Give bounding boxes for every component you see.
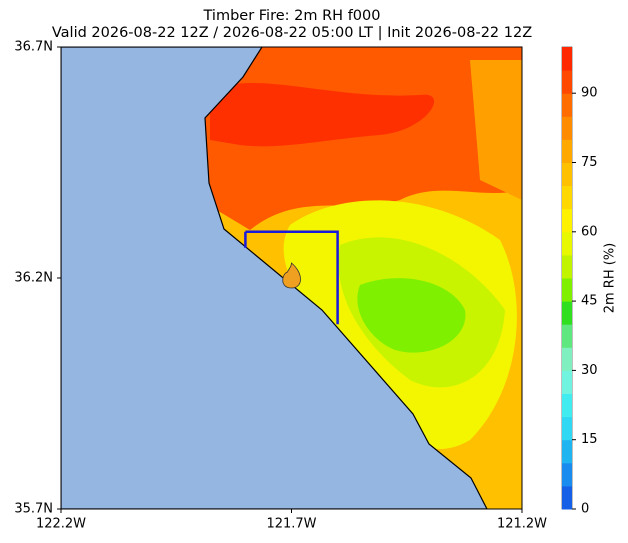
y-tick-label: 36.2N: [14, 271, 53, 286]
colorbar-band: [562, 47, 572, 71]
colorbar-band: [562, 116, 572, 140]
colorbar-tick-label: 45: [581, 294, 598, 309]
colorbar-tick-label: 90: [581, 86, 598, 101]
colorbar-band: [562, 139, 572, 163]
colorbar-band: [562, 185, 572, 210]
colorbar-band: [562, 462, 572, 487]
colorbar-band: [562, 301, 572, 325]
chart-title: Timber Fire: 2m RH f000: [203, 8, 381, 24]
colorbar-band: [562, 254, 572, 279]
colorbar-tick-label: 75: [581, 155, 598, 170]
very-dry-zone: [357, 278, 466, 353]
colorbar-band: [562, 231, 572, 256]
colorbar-band: [562, 93, 572, 117]
colorbar-band: [562, 324, 572, 348]
colorbar-band: [562, 347, 572, 371]
colorbar-tick-label: 60: [581, 224, 598, 239]
humid-zone: [210, 83, 435, 147]
colorbar-band: [562, 208, 572, 233]
y-tick-label: 35.7N: [14, 502, 53, 517]
colorbar-tick-label: 0: [581, 502, 589, 517]
colorbar-band: [562, 485, 572, 510]
x-tick-label: 121.7W: [266, 517, 316, 532]
map-field: [61, 47, 522, 509]
colorbar-tick-label: 30: [581, 363, 598, 378]
colorbar-band: [562, 162, 572, 187]
x-tick-label: 121.2W: [497, 517, 547, 532]
x-tick-label: 122.2W: [36, 517, 86, 532]
colorbar-band: [562, 416, 572, 441]
colorbar-band: [562, 393, 572, 418]
chart-subtitle: Valid 2026-08-22 12Z / 2026-08-22 05:00 …: [52, 25, 532, 41]
area-box: [245, 230, 339, 325]
y-tick-label: 36.7N: [14, 40, 53, 55]
colorbar-label: 2m RH (%): [603, 243, 618, 314]
colorbar-band: [562, 70, 572, 94]
ocean: [61, 47, 488, 509]
colorbar-band: [562, 439, 572, 464]
colorbar-band: [562, 278, 572, 302]
colorbar-tick-label: 15: [581, 432, 598, 447]
moist-zone: [470, 60, 522, 200]
fire-marker: [282, 262, 301, 289]
colorbar-band: [562, 370, 572, 394]
